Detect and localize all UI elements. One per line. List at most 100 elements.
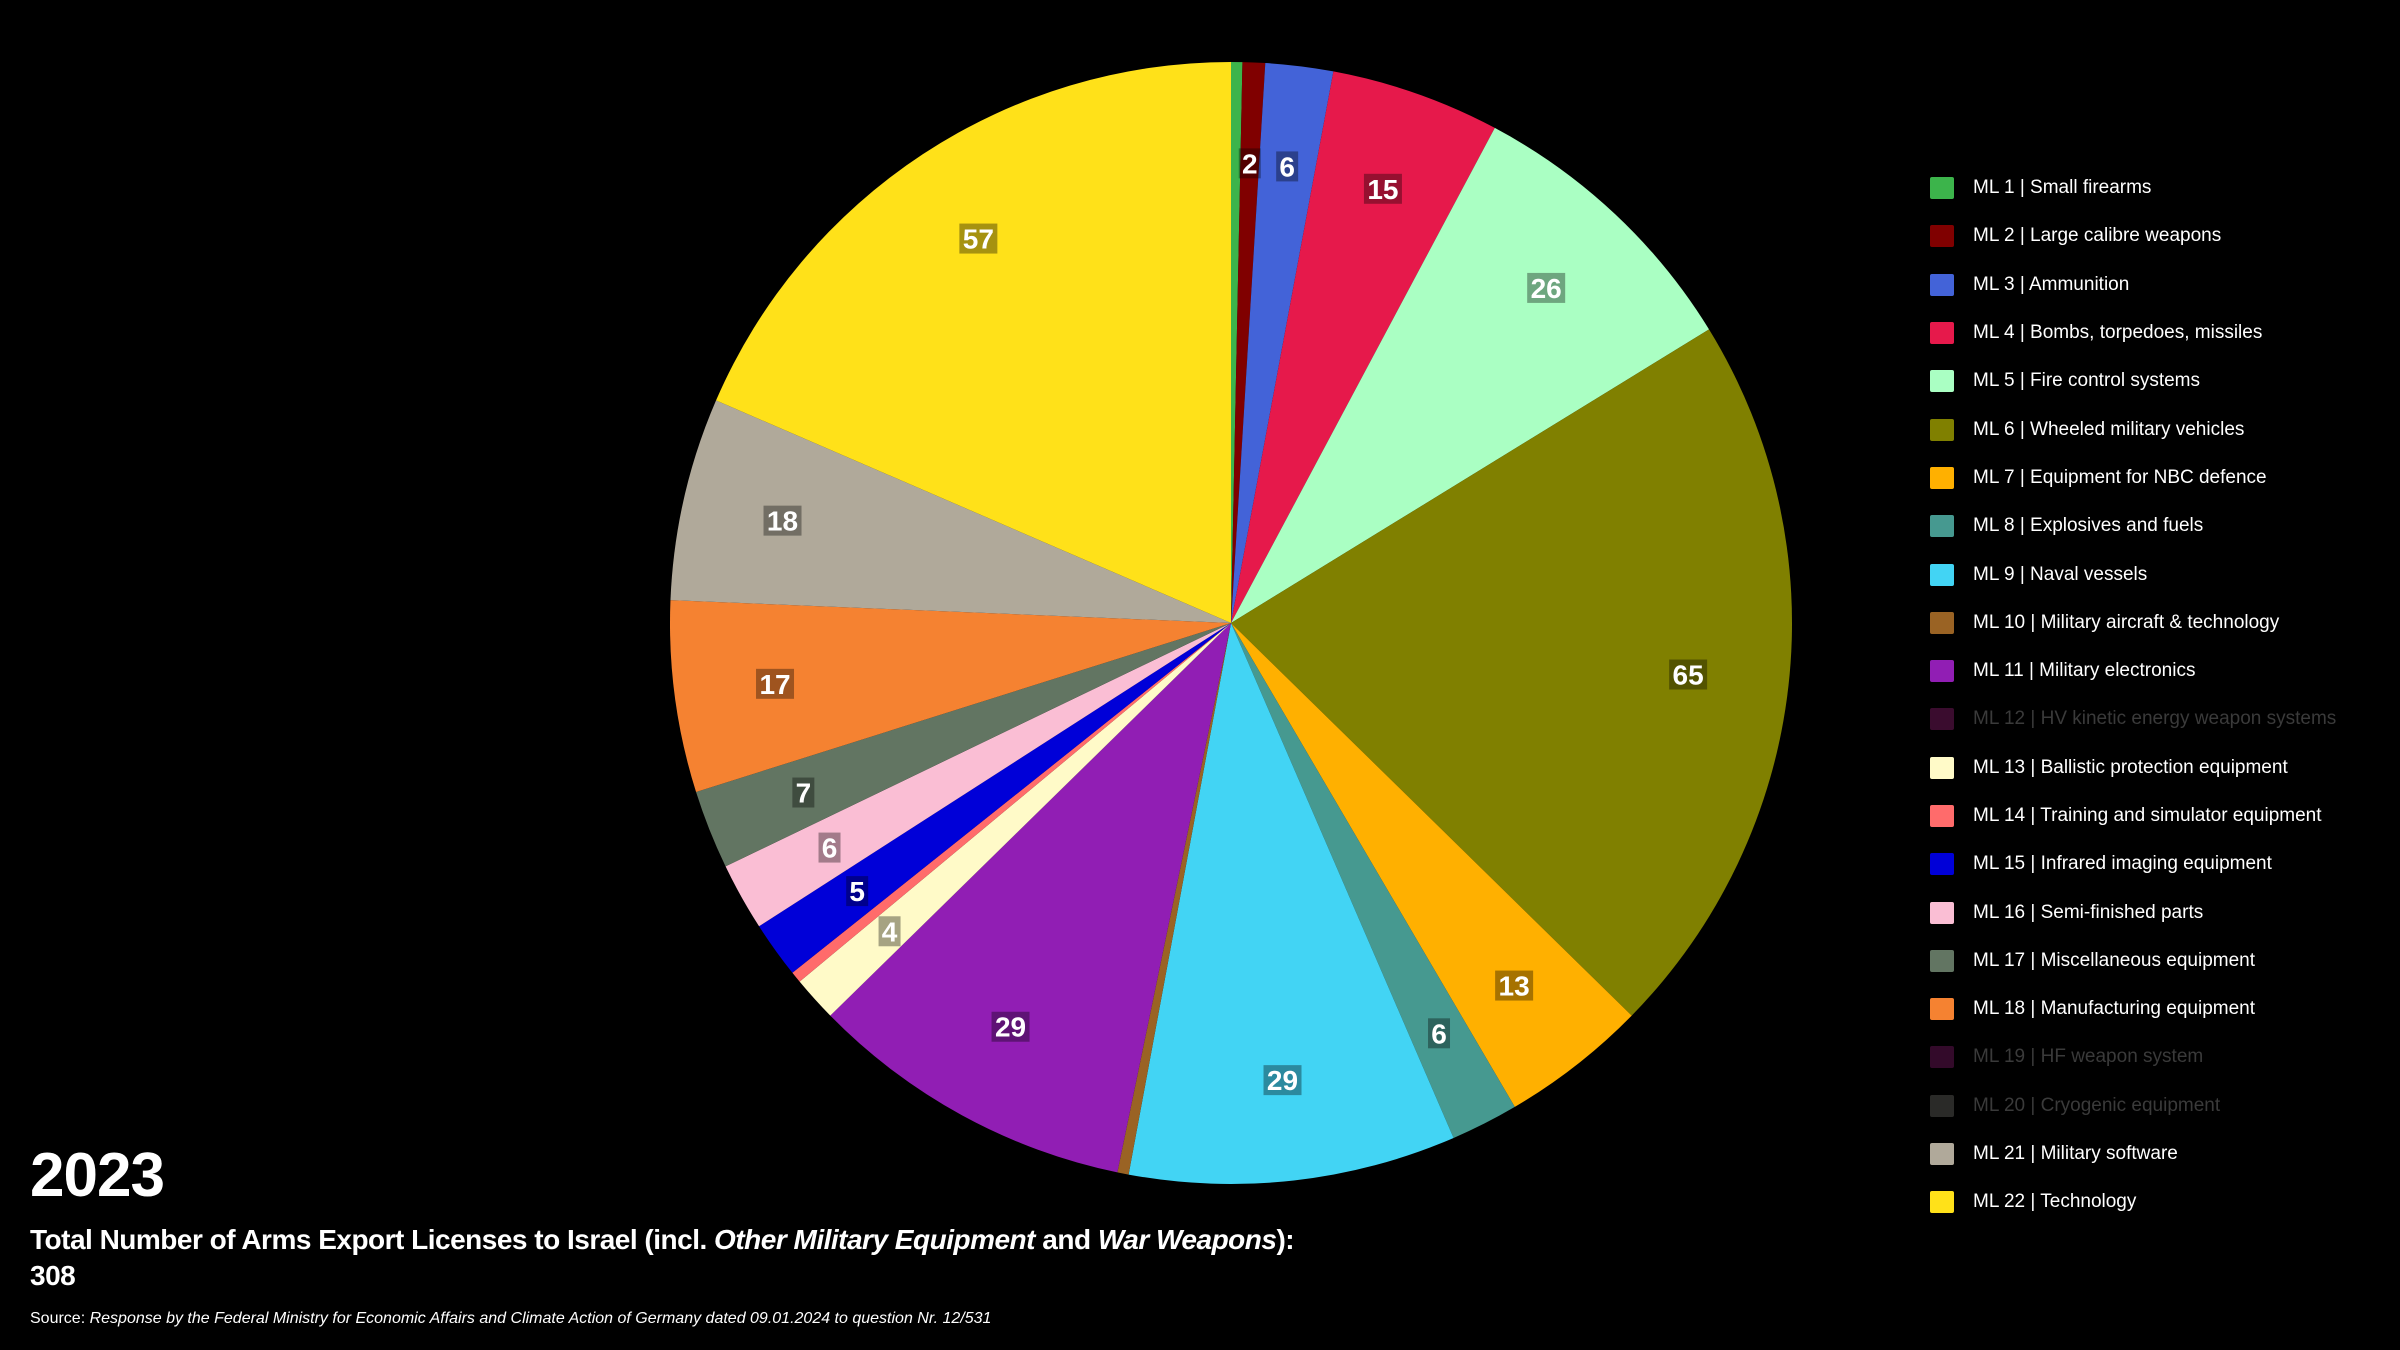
legend-item[interactable]: ML 21 | Military software (1930, 1130, 2336, 1178)
legend-item[interactable]: ML 22 | Technology (1930, 1178, 2336, 1226)
data-label-background (991, 1011, 1030, 1042)
legend-label: ML 13 | Ballistic protection equipment (1973, 756, 2288, 778)
legend-label: ML 19 | HF weapon system (1973, 1046, 2204, 1068)
pie-slice (1231, 127, 1710, 623)
legend-label: ML 6 | Wheeled military vehicles (1973, 418, 2245, 440)
legend-label: ML 2 | Large calibre weapons (1973, 225, 2222, 247)
data-label-background (1669, 659, 1708, 690)
legend-swatch (1930, 1094, 1954, 1117)
source-text: Response by the Federal Ministry for Eco… (89, 1310, 992, 1327)
legend-swatch (1930, 370, 1954, 393)
title-part: ): (1276, 1224, 1295, 1255)
pie-slice (759, 623, 1231, 973)
source-prefix: Source: (30, 1310, 90, 1327)
legend-label: ML 8 | Explosives and fuels (1973, 515, 2204, 537)
legend-item[interactable]: ML 3 | Ammunition (1930, 261, 2336, 309)
legend-swatch (1930, 756, 1954, 779)
data-label-background (1276, 151, 1299, 182)
pie-slice (830, 623, 1231, 1173)
legend-swatch (1930, 1191, 1954, 1214)
data-label-background (878, 916, 901, 947)
data-label-background (1495, 970, 1534, 1001)
data-label-background (756, 668, 795, 699)
legend-item[interactable]: ML 16 | Semi-finished parts (1930, 888, 2336, 936)
data-label-background (818, 832, 841, 863)
legend-swatch (1930, 177, 1954, 200)
data-label: 7 (796, 778, 812, 809)
legend-item[interactable]: ML 12 | HV kinetic energy weapon systems (1930, 695, 2336, 743)
data-label-background (1363, 173, 1402, 204)
legend-label: ML 12 | HV kinetic energy weapon systems (1973, 708, 2337, 730)
data-label: 57 (963, 224, 994, 255)
legend-item[interactable]: ML 9 | Naval vessels (1930, 550, 2336, 598)
legend-item[interactable]: ML 7 | Equipment for NBC defence (1930, 454, 2336, 502)
data-label-background (959, 223, 998, 254)
legend-swatch (1930, 418, 1954, 441)
pie-slice (716, 62, 1231, 623)
legend-label: ML 16 | Semi-finished parts (1973, 901, 2204, 923)
legend-item[interactable]: ML 15 | Infrared imaging equipment (1930, 840, 2336, 888)
legend-label: ML 4 | Bombs, torpedoes, missiles (1973, 322, 2263, 344)
legend-item[interactable]: ML 2 | Large calibre weapons (1930, 212, 2336, 260)
data-label: 26 (1531, 273, 1562, 304)
legend-item[interactable]: ML 6 | Wheeled military vehicles (1930, 405, 2336, 453)
pie-slice (1117, 623, 1231, 1175)
pie-slice (1231, 623, 1515, 1138)
legend-item[interactable]: ML 18 | Manufacturing equipment (1930, 985, 2336, 1033)
data-label-background (792, 777, 815, 808)
legend-swatch (1930, 611, 1954, 634)
pie-slice (799, 623, 1231, 1016)
legend-swatch (1930, 515, 1954, 538)
legend-label: ML 21 | Military software (1973, 1143, 2178, 1165)
data-label-background (1428, 1018, 1451, 1049)
legend-label: ML 10 | Military aircraft & technology (1973, 611, 2280, 633)
data-label: 6 (1431, 1018, 1447, 1049)
legend-item[interactable]: ML 1 | Small firearms (1930, 164, 2336, 212)
legend-item[interactable]: ML 14 | Training and simulator equipment (1930, 792, 2336, 840)
legend-item[interactable]: ML 11 | Military electronics (1930, 647, 2336, 695)
legend-swatch (1930, 901, 1954, 924)
title-part: Total Number of Arms Export Licenses to … (30, 1224, 715, 1255)
pie-slice (670, 400, 1231, 623)
legend-swatch (1930, 225, 1954, 248)
pie-slice (1231, 62, 1266, 624)
legend-item[interactable]: ML 8 | Explosives and fuels (1930, 502, 2336, 550)
data-label-background (1527, 272, 1566, 303)
source-note: Source: Response by the Federal Ministry… (30, 1310, 991, 1328)
data-label: 6 (822, 833, 838, 864)
legend-item[interactable]: ML 17 | Miscellaneous equipment (1930, 937, 2336, 985)
title-part-italic: Other Military Equipment (714, 1224, 1035, 1255)
legend-swatch (1930, 998, 1954, 1021)
data-label: 29 (1267, 1065, 1298, 1096)
pie-slice (1231, 71, 1495, 624)
legend-label: ML 9 | Naval vessels (1973, 563, 2148, 585)
legend-swatch (1930, 322, 1954, 345)
legend: ML 1 | Small firearms ML 2 | Large calibr… (1930, 164, 2336, 1227)
data-label: 17 (759, 669, 790, 700)
legend-item[interactable]: ML 4 | Bombs, torpedoes, missiles (1930, 309, 2336, 357)
pie-slice (792, 623, 1231, 982)
pie-slice (1231, 329, 1792, 1016)
legend-item[interactable]: ML 19 | HF weapon system (1930, 1033, 2336, 1081)
legend-item[interactable]: ML 10 | Military aircraft & technology (1930, 599, 2336, 647)
pie-slice (696, 623, 1231, 867)
legend-label: ML 11 | Military electronics (1973, 660, 2196, 682)
data-label: 18 (767, 506, 798, 537)
legend-item[interactable]: ML 5 | Fire control systems (1930, 357, 2336, 405)
legend-label: ML 15 | Infrared imaging equipment (1973, 853, 2272, 875)
title-part-italic: War Weapons (1097, 1224, 1277, 1255)
data-label: 13 (1499, 971, 1530, 1002)
legend-item[interactable]: ML 20 | Cryogenic equipment (1930, 1082, 2336, 1130)
legend-swatch (1930, 805, 1954, 827)
legend-label: ML 14 | Training and simulator equipment (1973, 805, 2322, 826)
data-label: 15 (1367, 174, 1398, 205)
legend-item[interactable]: ML 13 | Ballistic protection equipment (1930, 744, 2336, 792)
pie-slice (1231, 623, 1632, 1107)
legend-swatch (1930, 563, 1954, 586)
data-label: 6 (1279, 151, 1295, 182)
legend-label: ML 7 | Equipment for NBC defence (1973, 466, 2267, 488)
legend-label: ML 20 | Cryogenic equipment (1973, 1094, 2221, 1116)
legend-label: ML 22 | Technology (1973, 1191, 2137, 1213)
legend-swatch (1930, 853, 1954, 876)
data-label-background (1263, 1065, 1302, 1096)
